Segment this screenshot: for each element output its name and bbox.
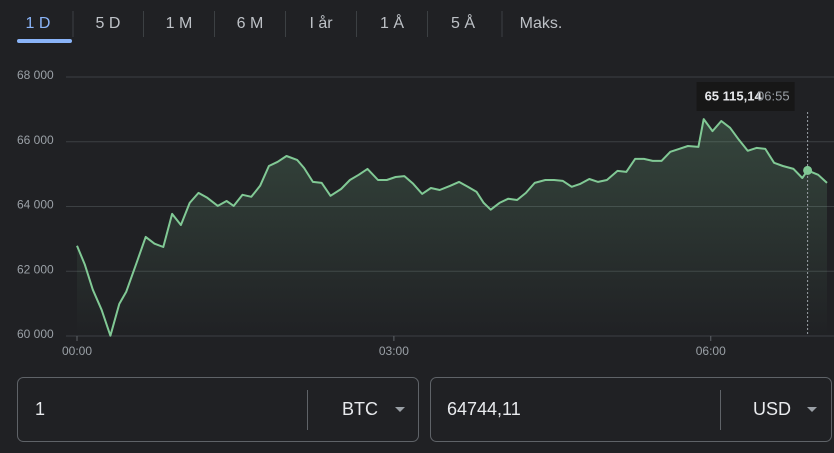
- from-currency[interactable]: BTC: [342, 399, 378, 419]
- tab-indicator: [17, 39, 72, 43]
- hover-point: [803, 165, 813, 175]
- x-tick-label: 00:00: [62, 344, 92, 358]
- y-tick-label: 68 000: [17, 68, 54, 82]
- x-tick-label: 06:00: [696, 344, 726, 358]
- tab[interactable]: 5 D: [96, 15, 121, 32]
- tab[interactable]: 5 Å: [451, 13, 475, 32]
- chart: 60 000 62 000 64 000 66 000 68 000 00:00 03:00…: [17, 68, 834, 358]
- area-fill: [77, 119, 827, 336]
- tab[interactable]: 1 D: [26, 15, 51, 32]
- converter: 1 BTC 64744,11 USD: [17, 377, 832, 442]
- tab[interactable]: Maks.: [520, 15, 563, 32]
- tab[interactable]: 1 M: [166, 15, 193, 32]
- tooltip-box: [696, 82, 795, 111]
- tab[interactable]: I år: [309, 14, 333, 32]
- x-tick-label: 03:00: [379, 344, 409, 358]
- y-tick-label: 66 000: [17, 133, 54, 147]
- dropdown-caret[interactable]: [395, 407, 405, 412]
- y-tick-label: 62 000: [17, 262, 54, 276]
- dropdown-caret[interactable]: [807, 407, 817, 412]
- to-amount[interactable]: 64744,11: [447, 399, 521, 419]
- tab[interactable]: 6 M: [237, 15, 264, 32]
- to-box[interactable]: [430, 377, 832, 442]
- tooltip-time: 06:55: [757, 88, 790, 103]
- price-line: [76, 118, 828, 337]
- to-currency[interactable]: USD: [753, 399, 791, 419]
- from-box[interactable]: [17, 377, 419, 442]
- y-tick-label: 64 000: [17, 198, 54, 212]
- tooltip-value: 65 115,14: [705, 88, 763, 103]
- tab[interactable]: 1 Å: [380, 13, 404, 32]
- from-amount[interactable]: 1: [35, 399, 45, 419]
- tab-bar: 1 D 5 D 1 M 6 M I år 1 Å 5 Å Maks.: [17, 11, 562, 43]
- y-tick-label: 60 000: [17, 327, 54, 341]
